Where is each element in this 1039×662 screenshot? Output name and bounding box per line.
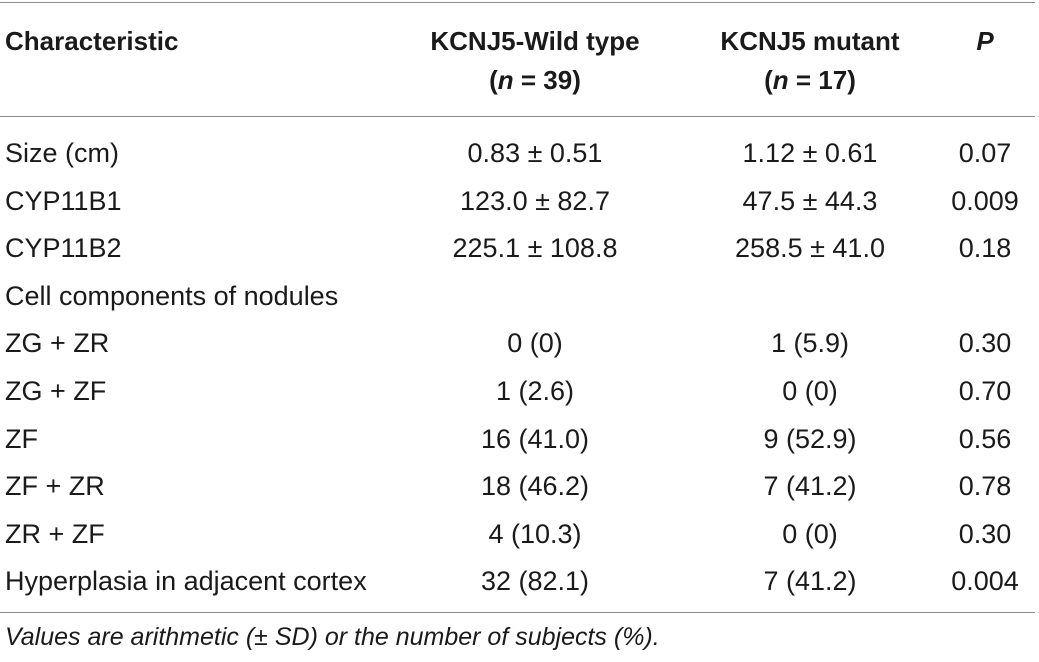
row-wild-type-value: 0.83 ± 0.51: [467, 138, 603, 168]
row-mutant-value: 7 (41.2): [763, 471, 857, 501]
row-p-value: 0.30: [958, 328, 1012, 358]
header-rule: [0, 116, 1035, 117]
row-p-value: 0.30: [958, 519, 1012, 549]
header-p: P: [976, 26, 994, 56]
row-label: Size (cm): [5, 138, 119, 168]
header-characteristic: Characteristic: [5, 26, 179, 56]
row-wild-type-value: 123.0 ± 82.7: [460, 186, 610, 216]
table-footnote: Values are arithmetic (± SD) or the numb…: [5, 623, 660, 651]
row-label: Cell components of nodules: [5, 281, 339, 311]
row-wild-type-value: 4 (10.3): [488, 519, 582, 549]
row-p-value: 0.009: [951, 186, 1019, 216]
header-wild-type-n: (n = 39): [489, 65, 581, 95]
row-label: ZG + ZR: [5, 328, 110, 358]
header-mutant-n: (n = 17): [764, 65, 856, 95]
row-mutant-value: 0 (0): [782, 519, 838, 549]
row-wild-type-value: 225.1 ± 108.8: [452, 233, 618, 263]
row-mutant-value: 0 (0): [782, 376, 838, 406]
row-wild-type-value: 1 (2.6): [495, 376, 575, 406]
header-mutant: KCNJ5 mutant: [720, 26, 900, 56]
row-mutant-value: 47.5 ± 44.3: [742, 186, 878, 216]
row-p-value: 0.70: [958, 376, 1012, 406]
row-p-value: 0.07: [958, 138, 1012, 168]
row-label: ZF: [5, 424, 38, 454]
header-wild-type: KCNJ5-Wild type: [430, 26, 640, 56]
header-wild-type-n-value: = 39): [513, 65, 581, 95]
row-p-value: 0.56: [958, 424, 1012, 454]
header-mutant-n-value: = 17): [788, 65, 856, 95]
row-p-value: 0.18: [958, 233, 1012, 263]
row-wild-type-value: 0 (0): [507, 328, 563, 358]
row-p-value: 0.004: [951, 566, 1019, 596]
row-mutant-value: 7 (41.2): [763, 566, 857, 596]
header-wild-type-n-label: n: [497, 65, 514, 95]
row-label: Hyperplasia in adjacent cortex: [5, 566, 367, 596]
row-label: CYP11B2: [5, 233, 122, 263]
row-mutant-value: 9 (52.9): [763, 424, 857, 454]
table-bottom-rule: [0, 612, 1035, 613]
table-top-rule: [0, 2, 1035, 3]
row-wild-type-value: 18 (46.2): [480, 471, 590, 501]
row-wild-type-value: 16 (41.0): [480, 424, 590, 454]
row-label: ZR + ZF: [5, 519, 105, 549]
header-mutant-n-label: n: [772, 65, 789, 95]
row-label: ZF + ZR: [5, 471, 105, 501]
row-mutant-value: 258.5 ± 41.0: [735, 233, 885, 263]
row-mutant-value: 1 (5.9): [770, 328, 850, 358]
row-mutant-value: 1.12 ± 0.61: [742, 138, 878, 168]
row-label: CYP11B1: [5, 186, 122, 216]
row-label: ZG + ZF: [5, 376, 107, 406]
row-p-value: 0.78: [958, 471, 1012, 501]
row-wild-type-value: 32 (82.1): [480, 566, 590, 596]
